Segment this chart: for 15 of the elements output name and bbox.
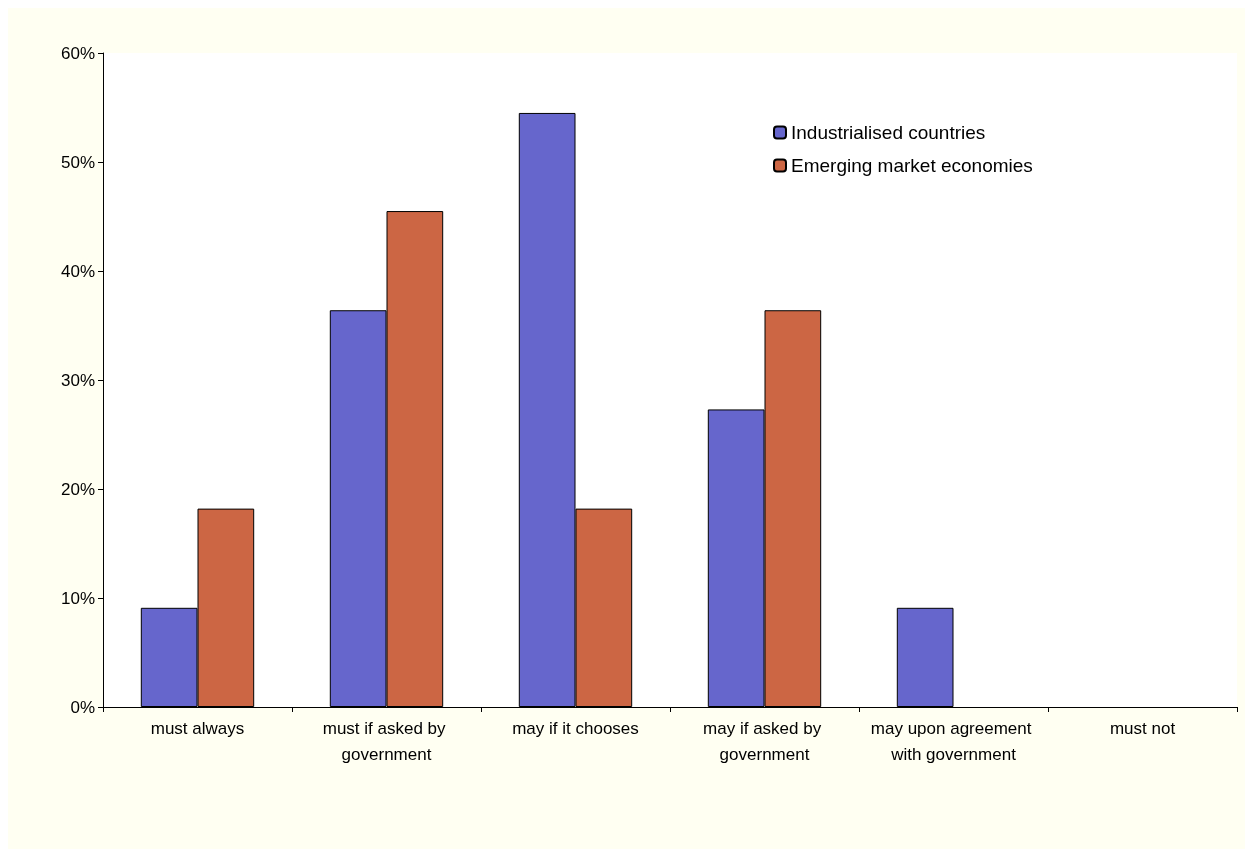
x-tick-label: may if asked by government [703,718,826,764]
x-tick-label: must not [1109,718,1176,738]
y-tick-label: 40% [60,261,95,281]
y-tick-label: 50% [60,152,95,172]
legend-label: Industrialised countries [791,122,986,143]
x-tick-label: must if asked by government [322,718,451,764]
y-tick-label: 20% [60,479,95,499]
y-tick-label: 0% [70,697,95,717]
y-tick-label: 30% [60,370,95,390]
legend-label: Emerging market economies [791,155,1033,176]
x-tick-label: may if it chooses [512,718,639,738]
y-tick-label: 60% [60,43,95,63]
x-tick-label: may upon agreement with government [870,718,1037,764]
y-tick-label: 10% [60,588,95,608]
x-tick-label: must always [150,718,245,738]
